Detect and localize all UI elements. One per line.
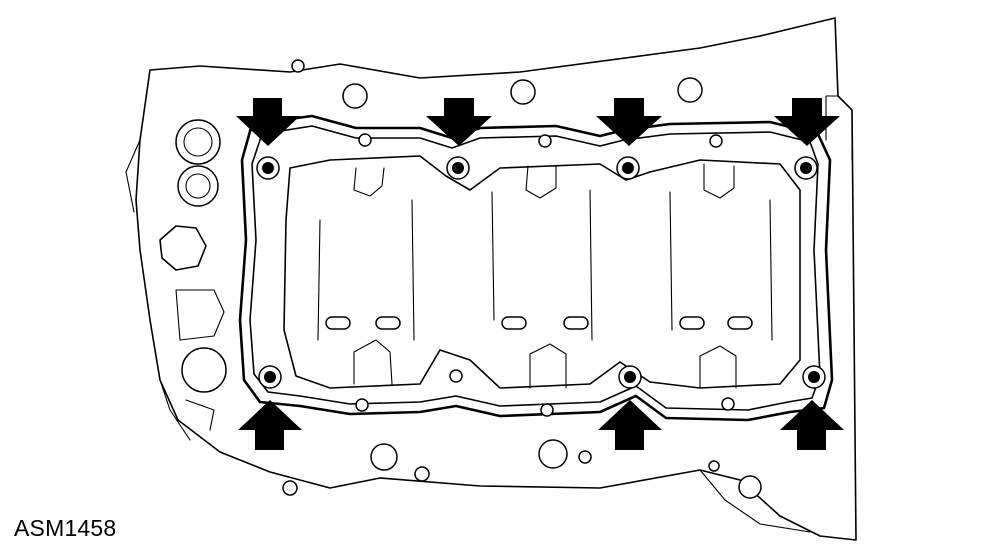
left-bracket xyxy=(175,289,225,431)
figure-reference-code: ASM1458 xyxy=(14,515,117,541)
bearing-web-3 xyxy=(703,163,735,199)
left-boss-1 xyxy=(175,119,221,165)
bearing-web-6 xyxy=(699,345,737,389)
left-sensor xyxy=(159,225,207,271)
down-arrow-2 xyxy=(426,98,492,146)
bolt-5 xyxy=(258,365,282,389)
bolt-2 xyxy=(446,156,470,180)
left-boss-3 xyxy=(181,347,227,393)
left-boss-2-inner xyxy=(185,173,211,199)
up-arrow-2 xyxy=(598,400,662,450)
left-boss-1-inner xyxy=(183,127,213,157)
bearing-web-2 xyxy=(525,165,557,199)
slot-cutouts xyxy=(325,316,753,330)
bolt-1 xyxy=(256,156,280,180)
bolt-4 xyxy=(794,156,818,180)
up-arrows xyxy=(238,400,844,450)
perimeter-holes xyxy=(282,59,762,499)
engine-block-outline xyxy=(135,17,857,541)
block-flange-bottom xyxy=(699,469,811,533)
bearing-web-1 xyxy=(353,167,385,197)
bolt-7 xyxy=(802,365,826,389)
crankshaft-bearing-ladder xyxy=(283,155,801,389)
oil-pan-gasket-inner xyxy=(249,125,821,411)
bolt-6 xyxy=(618,365,642,389)
bearing-web-4 xyxy=(353,339,393,385)
down-arrow-4 xyxy=(774,98,840,146)
down-arrow-1 xyxy=(236,98,300,146)
block-flange-left xyxy=(125,139,191,441)
up-arrow-1 xyxy=(238,400,302,450)
bolt-3 xyxy=(616,156,640,180)
left-boss-2 xyxy=(177,165,219,207)
down-arrows xyxy=(236,98,840,146)
bearing-web-5 xyxy=(529,343,567,389)
down-arrow-3 xyxy=(596,98,662,146)
oil-pan-bolts xyxy=(256,156,826,389)
bearing-ribs xyxy=(317,189,773,341)
up-arrow-3 xyxy=(780,400,844,450)
